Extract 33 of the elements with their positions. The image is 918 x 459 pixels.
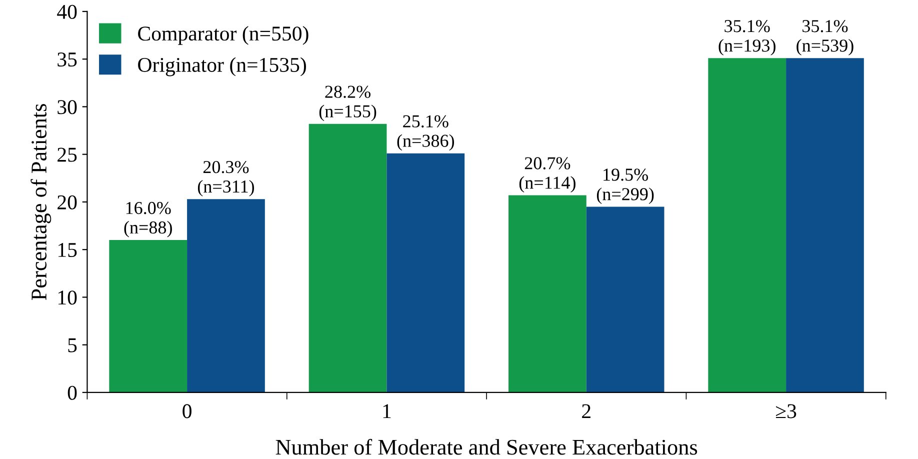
y-tick-label: 30 [58, 100, 77, 114]
y-tick-label: 5 [68, 338, 77, 352]
bar [586, 206, 664, 392]
y-tick-label: 0 [68, 386, 77, 400]
y-tick-label: 15 [58, 243, 77, 258]
bar [308, 124, 387, 392]
legend-label: Comparator (n=550) [138, 26, 308, 45]
y-tick-label: 25 [58, 148, 77, 162]
y-tick-label: 35 [58, 52, 77, 67]
y-tick-label: 10 [58, 290, 77, 305]
data-label: 19.5% (n=299) [596, 168, 654, 204]
data-label: 28.2% (n=155) [319, 86, 376, 122]
x-tick-label: ≥3 [776, 404, 796, 418]
data-label: 16.0% (n=88) [124, 202, 172, 238]
bar [508, 195, 586, 392]
legend-label: Originator (n=1535) [138, 57, 306, 76]
bar [708, 58, 786, 392]
y-tick-label: 40 [57, 4, 77, 19]
bar [386, 153, 465, 392]
data-label: 35.1% (n=193) [718, 20, 776, 56]
bar [187, 199, 265, 392]
y-axis-title: Percentage of Patients [30, 104, 52, 300]
bar [786, 58, 864, 392]
y-tick-label: 20 [58, 195, 77, 210]
x-tick-label: 1 [383, 404, 391, 418]
data-label: 20.7% (n=114) [519, 157, 576, 193]
data-label: 35.1% (n=539) [796, 20, 854, 56]
x-tick-label: 2 [582, 404, 590, 418]
bar [109, 240, 188, 392]
x-axis-title: Number of Moderate and Severe Exacerbations [276, 438, 698, 455]
data-label: 25.1% (n=386) [397, 115, 454, 151]
x-tick-label: 0 [182, 404, 192, 418]
data-label: 20.3% (n=311) [198, 160, 254, 196]
